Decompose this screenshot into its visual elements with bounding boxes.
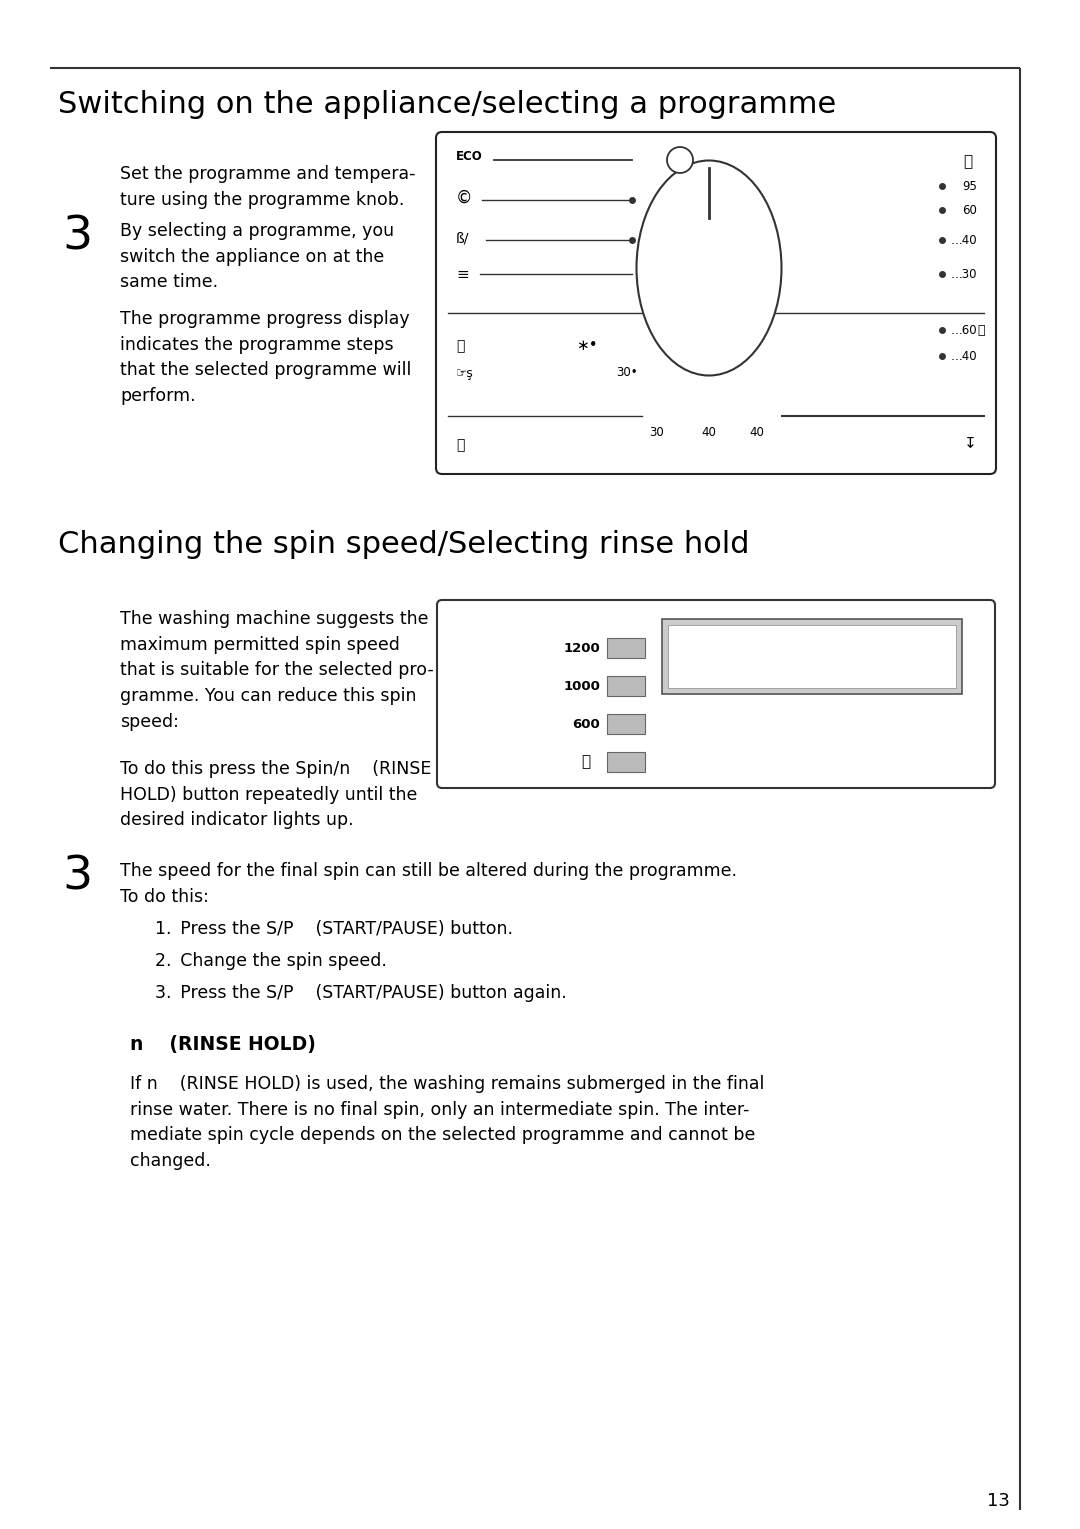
Text: ⎕: ⎕ [581,754,590,769]
Text: 95: 95 [962,179,977,193]
Text: 3: 3 [62,855,92,901]
Text: If n    (RINSE HOLD) is used, the washing remains submerged in the final
rinse w: If n (RINSE HOLD) is used, the washing r… [130,1075,765,1170]
Text: The washing machine suggests the
maximum permitted spin speed
that is suitable f: The washing machine suggests the maximum… [120,610,434,731]
Text: 30: 30 [650,427,664,439]
Text: 1200: 1200 [564,642,600,654]
Text: 30•: 30• [617,367,638,379]
Text: 1000: 1000 [563,679,600,693]
Text: 2. Change the spin speed.: 2. Change the spin speed. [156,953,387,969]
Bar [662,619,962,694]
Ellipse shape [667,147,693,173]
Ellipse shape [636,161,782,376]
Bar [607,638,645,657]
Text: 40: 40 [750,427,765,439]
Bar [669,625,956,688]
Bar [607,714,645,734]
Text: 3. Press the S/P    (START/PAUSE) button again.: 3. Press the S/P (START/PAUSE) button ag… [156,985,567,1001]
Text: 600: 600 [572,717,600,731]
Text: ㏜: ㏜ [963,154,972,170]
FancyBboxPatch shape [436,131,996,474]
Text: 60: 60 [962,203,977,217]
Text: …40: …40 [950,234,977,246]
Text: Changing the spin speed/Selecting rinse hold: Changing the spin speed/Selecting rinse … [58,531,750,560]
Text: 3: 3 [62,216,92,260]
Text: ∗•: ∗• [577,338,598,353]
Text: ㏜: ㏜ [456,339,464,353]
Text: ↧: ↧ [964,436,977,451]
Text: ㏜: ㏜ [977,324,985,336]
Text: 13: 13 [987,1492,1010,1511]
Text: …40: …40 [950,350,977,362]
Text: By selecting a programme, you
switch the appliance on at the
same time.: By selecting a programme, you switch the… [120,222,394,292]
Text: ≡: ≡ [456,266,469,281]
Text: ©: © [456,190,473,206]
Text: The programme progress display
indicates the programme steps
that the selected p: The programme progress display indicates… [120,310,411,405]
Text: Switching on the appliance/selecting a programme: Switching on the appliance/selecting a p… [58,90,836,119]
Bar [607,752,645,772]
Text: …30: …30 [950,268,977,280]
Text: Set the programme and tempera-
ture using the programme knob.: Set the programme and tempera- ture usin… [120,165,416,208]
Text: ㏜: ㏜ [456,437,464,453]
Bar [607,676,645,696]
Text: To do this press the Spin/n    (RINSE
HOLD) button repeatedly until the
desired : To do this press the Spin/n (RINSE HOLD)… [120,760,431,829]
Text: 1. Press the S/P    (START/PAUSE) button.: 1. Press the S/P (START/PAUSE) button. [156,920,513,937]
Text: 40: 40 [702,427,716,439]
Text: n    (RINSE HOLD): n (RINSE HOLD) [130,1035,315,1053]
FancyBboxPatch shape [437,599,995,787]
Text: …60: …60 [950,324,977,336]
Text: ß/: ß/ [456,231,470,245]
Text: ECO: ECO [456,150,483,164]
Text: ☞ş: ☞ş [456,367,474,379]
Text: The speed for the final spin can still be altered during the programme.
To do th: The speed for the final spin can still b… [120,862,737,905]
